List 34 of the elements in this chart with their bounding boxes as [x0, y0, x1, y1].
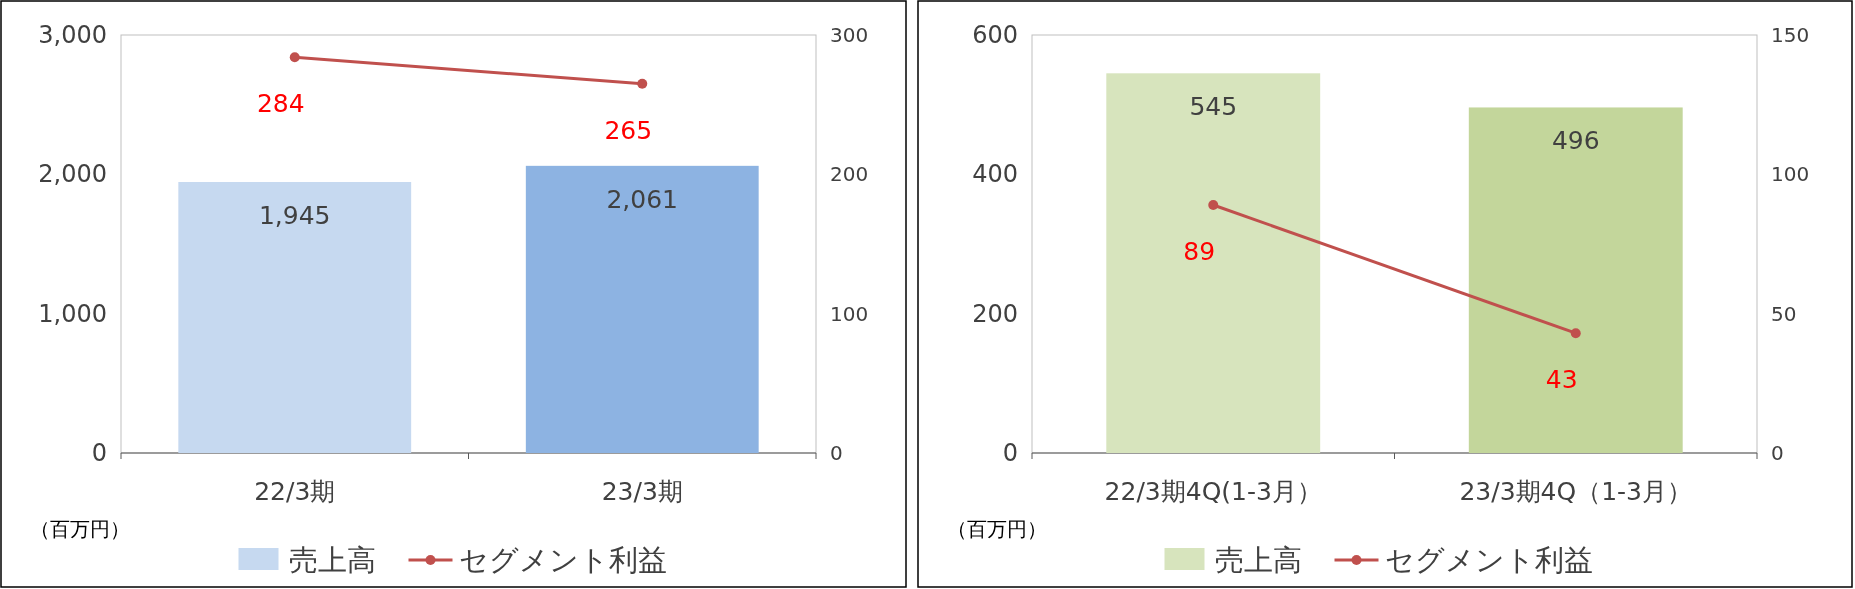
y-tick-label: 0 — [1002, 439, 1018, 467]
data-label: 2,061 — [606, 184, 679, 214]
x-tick-label: 22/3期 — [254, 477, 336, 506]
y-tick-label: 600 — [972, 21, 1018, 49]
y2-tick-label: 200 — [830, 162, 869, 187]
data-label: 545 — [1189, 92, 1238, 122]
y2-tick-label: 0 — [1771, 441, 1784, 465]
x-tick-label: 22/3期4Q(1-3月） — [1104, 477, 1322, 506]
legend-label: セグメント利益 — [458, 543, 667, 577]
data-label: 265 — [604, 115, 653, 145]
y-tick-label: 2,000 — [38, 160, 107, 189]
x-tick-label: 23/3期4Q（1-3月） — [1459, 477, 1693, 506]
y-tick-label: 1,000 — [38, 299, 107, 328]
data-label: 89 — [1183, 236, 1216, 266]
y-tick-label: 400 — [972, 160, 1018, 189]
legend-label: セグメント利益 — [1384, 543, 1593, 577]
data-label: 284 — [256, 89, 305, 119]
y-tick-label: 0 — [91, 439, 107, 467]
data-label: 496 — [1551, 126, 1600, 156]
data-label: 1,945 — [258, 201, 331, 230]
data-label: 43 — [1545, 365, 1578, 395]
legend-label: 売上高 — [1214, 543, 1302, 577]
y2-tick-label: 300 — [830, 23, 869, 47]
text: （百万円） — [30, 517, 130, 541]
y-tick-label: 3,000 — [38, 21, 107, 49]
y2-tick-label: 100 — [830, 301, 869, 326]
legend-label: 売上高 — [288, 543, 376, 577]
y2-tick-label: 100 — [1771, 162, 1810, 187]
x-tick-label: 23/3期 — [601, 477, 683, 506]
y-tick-label: 200 — [972, 299, 1018, 328]
y2-tick-label: 0 — [830, 441, 843, 465]
y2-tick-label: 50 — [1771, 301, 1797, 326]
y2-tick-label: 150 — [1771, 23, 1810, 47]
text: （百万円） — [947, 517, 1047, 541]
